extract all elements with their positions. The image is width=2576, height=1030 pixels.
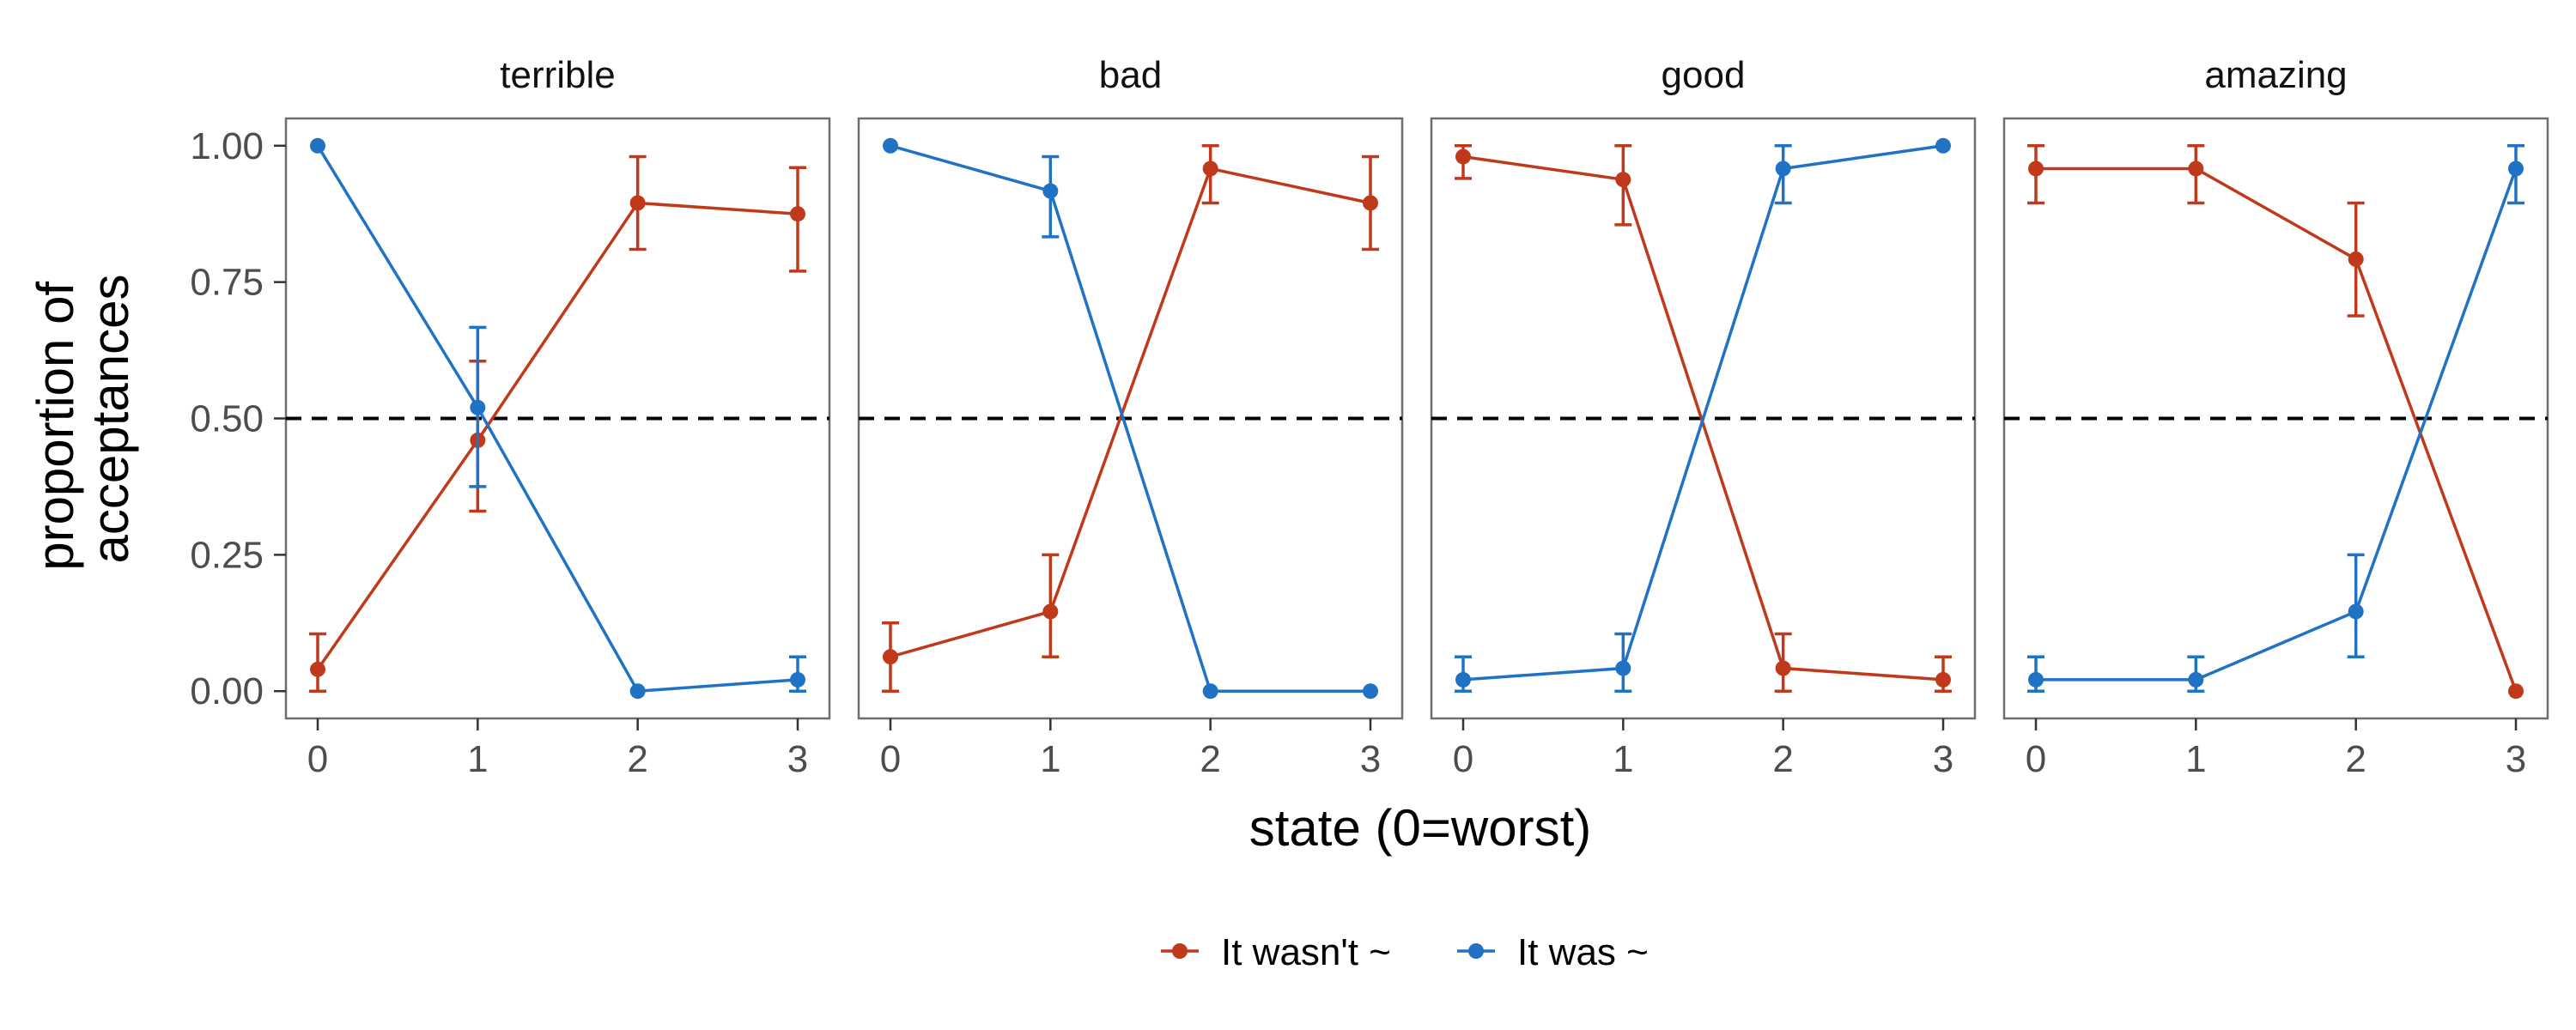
series-it-was-terrible	[310, 137, 806, 700]
y-axis-title-line-2: acceptances	[82, 275, 139, 564]
legend-marker	[1468, 943, 1484, 959]
data-point	[629, 195, 646, 211]
series-it-wasnt-good	[1455, 144, 1952, 693]
legend: It wasn't ~ It was ~	[1161, 931, 1649, 973]
data-point	[2028, 671, 2044, 688]
data-point	[1455, 148, 1471, 165]
data-point	[1363, 195, 1378, 211]
series-it-wasnt-amazing	[2027, 144, 2524, 700]
series-line	[1462, 144, 1944, 682]
y-axis-title: proportion of acceptances	[27, 267, 139, 571]
data-point	[1615, 172, 1631, 188]
x-tick-label: 3	[2506, 738, 2526, 780]
x-tick-label: 2	[1200, 738, 1220, 780]
series-it-was-good	[1455, 137, 1951, 693]
panel-title-amazing: amazing	[2204, 54, 2347, 96]
y-tick-label: 0.00	[190, 670, 264, 712]
data-point	[1935, 137, 1951, 154]
data-point	[2508, 161, 2524, 177]
x-tick-label: 3	[1360, 738, 1381, 780]
series-it-wasnt-terrible	[309, 154, 806, 693]
x-tick-label: 1	[2185, 738, 2206, 780]
data-point	[883, 649, 898, 665]
panels: terrible 0 1 2 3 bad 0 1 2 3 good 0 1 2 3 amazing 0 1 2 3	[284, 54, 2549, 780]
panel-good: good 0 1 2 3	[1430, 54, 1977, 780]
panel-terrible: terrible 0 1 2 3	[284, 54, 831, 780]
x-tick-label: 0	[307, 738, 328, 780]
data-point	[470, 399, 486, 415]
data-point	[883, 137, 898, 154]
x-tick-label: 2	[627, 738, 647, 780]
data-point	[1363, 683, 1378, 700]
data-point	[1615, 660, 1631, 676]
x-tick-label: 1	[1613, 738, 1633, 780]
series-it-was-bad	[883, 137, 1378, 700]
x-tick-label: 2	[1772, 738, 1793, 780]
series-line	[2036, 167, 2518, 682]
y-tick-label: 1.00	[190, 125, 264, 167]
x-tick-label: 1	[467, 738, 488, 780]
y-tick-label: 0.25	[190, 534, 264, 576]
data-point	[790, 671, 805, 688]
series-line	[1462, 154, 1944, 682]
data-point	[2028, 161, 2044, 177]
panel-title-good: good	[1662, 54, 1746, 96]
legend-item-it-was: It was ~	[1457, 931, 1649, 973]
legend-item-it-wasnt: It wasn't ~	[1161, 931, 1391, 973]
x-tick-label: 3	[787, 738, 808, 780]
data-point	[310, 137, 325, 154]
data-point	[2188, 161, 2204, 177]
data-point	[1935, 671, 1951, 688]
panel-title-terrible: terrible	[500, 54, 616, 96]
data-point	[1202, 683, 1218, 700]
x-tick-label: 0	[1453, 738, 1473, 780]
series-line	[2036, 167, 2518, 692]
data-point	[2348, 251, 2364, 267]
legend-label: It was ~	[1517, 931, 1649, 973]
data-point	[2508, 683, 2524, 700]
data-point	[790, 206, 805, 222]
series-it-wasnt-bad	[882, 144, 1379, 693]
legend-label: It wasn't ~	[1221, 931, 1391, 973]
data-point	[2348, 603, 2364, 620]
y-axis-title-line-1: proportion of	[27, 282, 84, 571]
series-line	[890, 167, 1371, 658]
series-line	[316, 144, 799, 694]
x-tick-label: 1	[1040, 738, 1060, 780]
x-tick-label: 3	[1933, 738, 1953, 780]
data-point	[1775, 161, 1791, 177]
data-point	[2188, 671, 2204, 688]
series-line	[316, 201, 799, 670]
data-point	[1775, 660, 1791, 676]
legend-marker	[1172, 943, 1188, 959]
x-tick-label: 0	[880, 738, 901, 780]
data-point	[1202, 161, 1218, 177]
panel-bad: bad 0 1 2 3	[857, 54, 1404, 780]
y-tick-label: 0.75	[190, 262, 264, 304]
x-axis-title: state (0=worst)	[1249, 799, 1591, 857]
x-tick-label: 2	[2345, 738, 2366, 780]
y-axis: 0.00 0.25 0.50 0.75 1.00	[190, 125, 286, 712]
panel-amazing: amazing 0 1 2 3	[2002, 54, 2549, 780]
series-line	[890, 144, 1370, 693]
panel-title-bad: bad	[1099, 54, 1162, 96]
data-point	[1455, 671, 1471, 688]
x-tick-label: 0	[2026, 738, 2046, 780]
data-point	[1042, 183, 1059, 199]
data-point	[310, 661, 325, 677]
data-point	[1042, 603, 1059, 620]
y-tick-label: 0.50	[190, 398, 264, 440]
data-point	[629, 683, 646, 700]
series-it-was-amazing	[2027, 144, 2524, 693]
